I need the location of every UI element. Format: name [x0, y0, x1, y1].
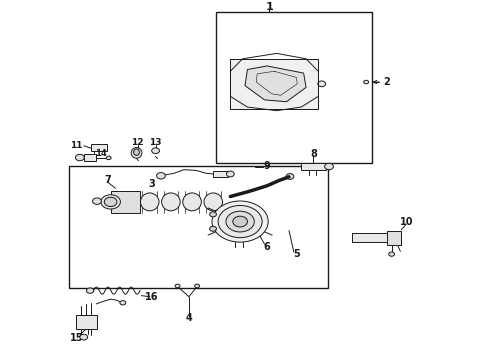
Ellipse shape	[162, 193, 180, 211]
Text: 1: 1	[266, 2, 273, 12]
Ellipse shape	[93, 198, 101, 204]
Ellipse shape	[212, 201, 268, 242]
Ellipse shape	[75, 154, 84, 161]
Bar	[352, 233, 389, 242]
Text: 11: 11	[70, 141, 83, 150]
Text: 8: 8	[310, 149, 317, 159]
Bar	[84, 154, 96, 161]
Ellipse shape	[157, 172, 165, 179]
Ellipse shape	[318, 81, 326, 87]
Ellipse shape	[175, 284, 180, 288]
Ellipse shape	[204, 193, 222, 211]
Bar	[216, 12, 372, 162]
Bar	[111, 191, 140, 213]
Text: 2: 2	[383, 77, 390, 87]
Polygon shape	[230, 59, 318, 109]
Text: 3: 3	[149, 179, 155, 189]
Ellipse shape	[101, 195, 121, 209]
Text: 4: 4	[185, 313, 192, 323]
Bar	[301, 163, 326, 170]
Text: 13: 13	[149, 138, 162, 147]
Text: 5: 5	[293, 249, 300, 259]
Text: 14: 14	[95, 149, 107, 158]
Bar	[69, 166, 328, 288]
Ellipse shape	[80, 334, 88, 340]
Ellipse shape	[325, 163, 333, 170]
Ellipse shape	[210, 212, 217, 217]
Text: 6: 6	[264, 242, 270, 252]
Ellipse shape	[120, 301, 126, 305]
Ellipse shape	[226, 211, 254, 232]
Ellipse shape	[183, 193, 201, 211]
Ellipse shape	[104, 197, 117, 207]
Polygon shape	[245, 66, 306, 102]
Ellipse shape	[195, 284, 199, 288]
Ellipse shape	[233, 216, 247, 227]
Ellipse shape	[218, 206, 262, 238]
Ellipse shape	[152, 148, 159, 154]
Ellipse shape	[134, 149, 140, 156]
Ellipse shape	[286, 174, 294, 179]
Ellipse shape	[226, 171, 234, 177]
Bar	[213, 171, 228, 177]
Text: 10: 10	[399, 217, 413, 226]
Ellipse shape	[106, 156, 111, 160]
Bar	[91, 144, 107, 152]
Bar	[387, 230, 401, 245]
Ellipse shape	[141, 193, 159, 211]
Text: 7: 7	[105, 175, 112, 185]
Text: 15: 15	[70, 333, 83, 343]
Text: 16: 16	[146, 292, 159, 302]
Text: 9: 9	[264, 161, 270, 171]
Bar	[76, 315, 97, 329]
Ellipse shape	[210, 226, 217, 231]
Ellipse shape	[131, 148, 142, 158]
Ellipse shape	[389, 252, 394, 256]
Text: 12: 12	[131, 138, 144, 147]
Ellipse shape	[364, 80, 368, 84]
Ellipse shape	[86, 288, 94, 293]
